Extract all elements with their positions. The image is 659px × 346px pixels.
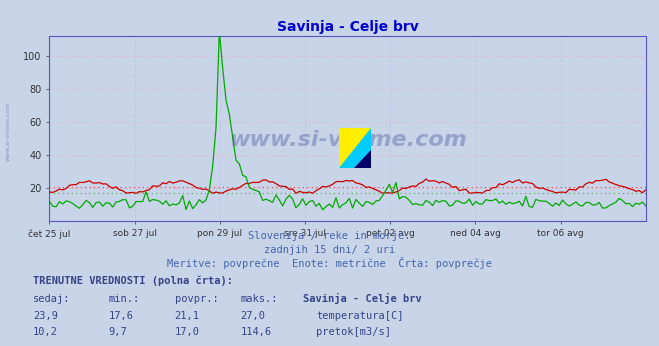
- Polygon shape: [339, 128, 371, 168]
- Text: www.si-vreme.com: www.si-vreme.com: [6, 102, 11, 161]
- Text: Meritve: povprečne  Enote: metrične  Črta: povprečje: Meritve: povprečne Enote: metrične Črta:…: [167, 257, 492, 269]
- Text: TRENUTNE VREDNOSTI (polna črta):: TRENUTNE VREDNOSTI (polna črta):: [33, 276, 233, 286]
- Text: 114,6: 114,6: [241, 327, 272, 337]
- Polygon shape: [354, 150, 371, 168]
- Text: Savinja - Celje brv: Savinja - Celje brv: [303, 293, 422, 304]
- Text: 17,0: 17,0: [175, 327, 200, 337]
- Text: sedaj:: sedaj:: [33, 294, 71, 304]
- Text: temperatura[C]: temperatura[C]: [316, 311, 404, 321]
- Polygon shape: [339, 128, 371, 168]
- Text: povpr.:: povpr.:: [175, 294, 218, 304]
- Text: 21,1: 21,1: [175, 311, 200, 321]
- Text: min.:: min.:: [109, 294, 140, 304]
- Text: 23,9: 23,9: [33, 311, 58, 321]
- Text: pretok[m3/s]: pretok[m3/s]: [316, 327, 391, 337]
- Text: 9,7: 9,7: [109, 327, 127, 337]
- Text: zadnjih 15 dni/ 2 uri: zadnjih 15 dni/ 2 uri: [264, 245, 395, 255]
- Text: www.si-vreme.com: www.si-vreme.com: [229, 130, 467, 150]
- Text: 17,6: 17,6: [109, 311, 134, 321]
- Title: Savinja - Celje brv: Savinja - Celje brv: [277, 20, 418, 34]
- Text: maks.:: maks.:: [241, 294, 278, 304]
- Text: 10,2: 10,2: [33, 327, 58, 337]
- Text: 27,0: 27,0: [241, 311, 266, 321]
- Text: Slovenija / reke in morje.: Slovenija / reke in morje.: [248, 231, 411, 242]
